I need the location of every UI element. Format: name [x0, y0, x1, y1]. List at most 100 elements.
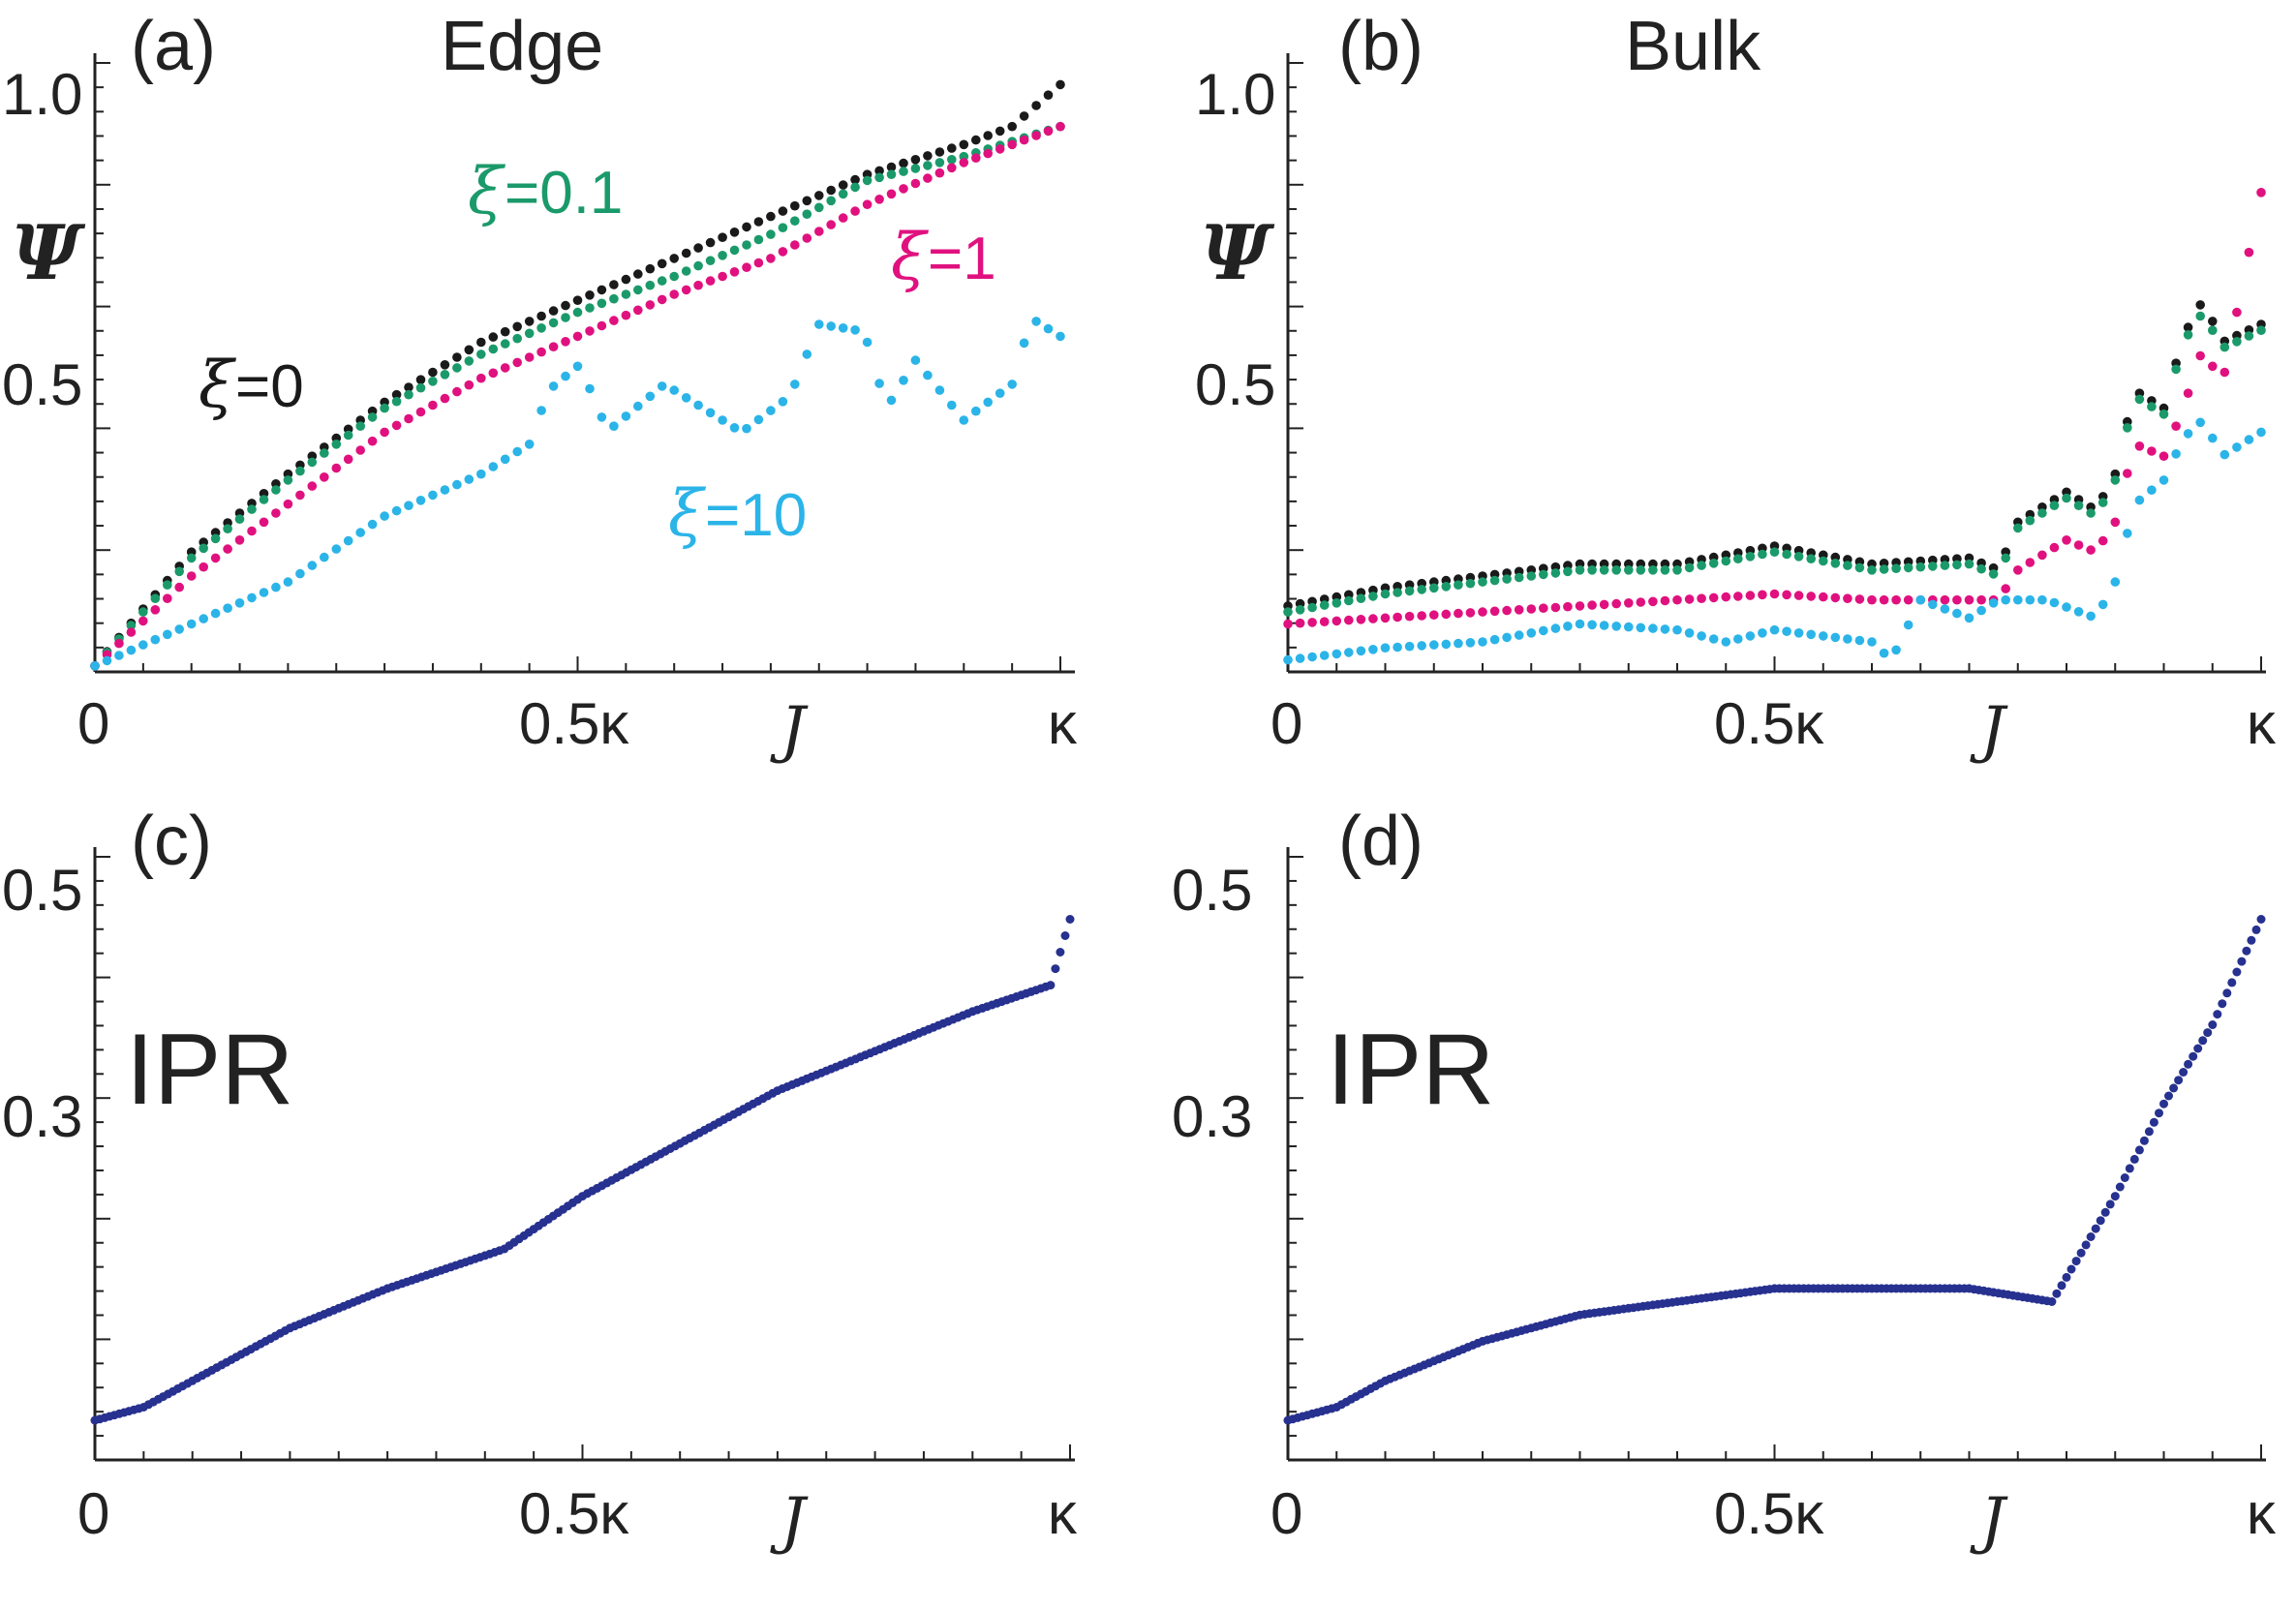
panel-a-point	[923, 161, 933, 170]
panel-b-point	[1854, 562, 1865, 573]
panel-b-point	[2183, 388, 2193, 399]
panel-d-point	[2096, 1216, 2105, 1226]
panel-a-point	[138, 616, 148, 626]
panel-b-point	[2086, 545, 2096, 555]
panel-a-point	[163, 580, 172, 590]
panel-b-point	[1356, 615, 1366, 624]
panel-a-point	[199, 562, 208, 572]
panel-b-point	[2001, 594, 2010, 605]
panel-a-point	[681, 248, 691, 258]
panel-a-point	[923, 151, 933, 161]
panel-b-point	[1843, 634, 1852, 644]
panel-a-point	[259, 588, 269, 597]
panel-b-point	[2134, 394, 2145, 405]
panel-a-point	[524, 440, 535, 449]
panel-a-point	[476, 373, 486, 383]
panel-b-point	[1454, 638, 1463, 649]
panel-a-point	[874, 166, 884, 176]
panel-a-point	[295, 490, 305, 501]
panel-b-point	[1454, 580, 1463, 590]
panel-a-point	[609, 293, 619, 304]
panel-b-point	[1393, 588, 1402, 597]
panel-a-point	[778, 206, 788, 216]
panel-d-point	[2144, 1127, 2154, 1137]
panel-b-point	[2062, 535, 2071, 545]
panel-b-point	[2123, 423, 2132, 433]
panel-a-point	[669, 271, 679, 282]
panel-d-point	[2057, 1281, 2066, 1291]
panel-b-point	[1441, 582, 1452, 592]
panel-b-point	[1721, 556, 1731, 566]
panel-b-point	[2110, 517, 2121, 528]
panel-a-point	[753, 234, 764, 245]
panel-a-point	[283, 577, 293, 587]
panel-d-point	[2115, 1182, 2125, 1192]
panel-b-point	[1283, 654, 1293, 665]
panel-b-point	[1514, 605, 1524, 615]
panel-b-point	[1819, 556, 1828, 566]
panel-b-point	[2049, 597, 2060, 608]
panel-b-point	[2183, 330, 2193, 340]
panel-d-point	[2066, 1264, 2076, 1274]
panel-b-xlabel: J	[1970, 694, 2008, 766]
panel-a-point	[609, 421, 619, 432]
panel-b-point	[1502, 632, 1512, 643]
panel-c-ticks	[94, 856, 1071, 1461]
panel-b-point	[1465, 608, 1476, 618]
panel-a-point	[126, 627, 137, 637]
panel-a-point	[850, 325, 860, 335]
panel-b-point	[1514, 630, 1524, 640]
panel-b-point	[1843, 593, 1852, 603]
panel-b-point	[2037, 550, 2047, 561]
panel-d-point	[2149, 1117, 2158, 1127]
panel-b-point	[1758, 628, 1767, 638]
panel-a-point	[440, 370, 450, 380]
panel-b-point	[2244, 435, 2254, 444]
panel-b-point	[1758, 549, 1767, 560]
panel-a-point	[320, 472, 329, 482]
panel-b-point	[2134, 441, 2145, 451]
panel-a-point	[1056, 79, 1065, 90]
panel-b-point	[2097, 535, 2108, 546]
panel-b-point	[1283, 607, 1293, 617]
panel-b-point	[1721, 592, 1731, 602]
panel-b-point	[1976, 605, 1986, 616]
panel-a-point	[718, 251, 727, 260]
panel-b-point	[2097, 498, 2108, 507]
panel-a-point	[186, 619, 197, 629]
panel-a-point	[234, 514, 245, 524]
panel-d-xtick-k: κ	[2247, 1481, 2277, 1546]
panel-a-point	[899, 184, 908, 194]
panel-b-point	[1867, 637, 1877, 647]
panel-b-ytick-1.0: 1.0	[1195, 62, 1275, 127]
panel-a-point	[126, 645, 137, 655]
panel-d-point	[2100, 1207, 2110, 1217]
panel-b-point	[1915, 562, 1926, 572]
panel-b-point	[1660, 565, 1670, 575]
panel-a-point	[934, 158, 945, 167]
panel-a-ylabel: Ψ	[12, 209, 86, 297]
panel-a-point	[174, 582, 184, 592]
panel-b-point	[1441, 639, 1452, 650]
panel-d-point	[2120, 1173, 2129, 1182]
panel-a-point	[404, 413, 413, 424]
panel-b-point	[1830, 632, 1841, 643]
panel-a-point	[923, 173, 933, 183]
panel-a-point	[476, 349, 486, 359]
panel-b-point	[1867, 594, 1877, 605]
panel-b-point	[1976, 563, 1986, 574]
panel-a-point	[971, 406, 981, 416]
panel-b-point	[1429, 583, 1439, 593]
panel-a-point	[814, 319, 824, 329]
panel-b-point	[1599, 565, 1609, 575]
panel-b-point	[2013, 594, 2023, 605]
panel-b-point	[1368, 614, 1378, 623]
panel-a-point	[633, 305, 643, 316]
panel-d-point	[2227, 978, 2237, 987]
panel-a-point	[452, 363, 462, 373]
panel-a-point	[464, 356, 475, 366]
panel-a-point	[753, 217, 764, 227]
panel-b-series-4	[1283, 417, 2266, 665]
panel-a-point	[452, 352, 462, 362]
panel-a-point	[247, 526, 257, 536]
